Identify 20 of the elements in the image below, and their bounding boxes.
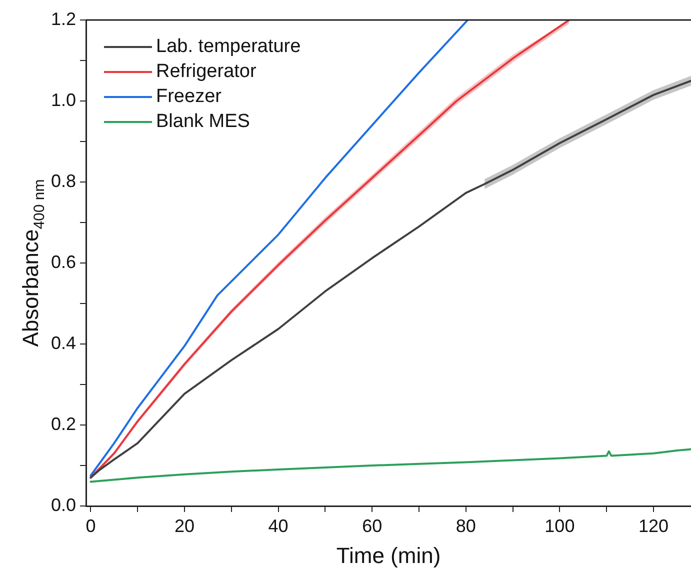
x-tick-label: 60: [362, 516, 382, 536]
y-tick-label: 0.4: [50, 332, 76, 353]
y-tick-label: 0.8: [50, 170, 76, 191]
x-tick-label: 20: [174, 516, 195, 536]
y-tick-label: 1.2: [50, 8, 76, 29]
legend-label: Lab. temperature: [156, 36, 301, 58]
x-tick-label: 80: [456, 516, 476, 536]
y-tick-label: 0.2: [50, 414, 76, 434]
y-tick-label: 1.0: [50, 90, 76, 110]
legend-label: Refrigerator: [156, 61, 257, 82]
text: 0.0: [50, 494, 76, 515]
legend-label: Blank MES: [156, 111, 250, 132]
x-axis-title: Time (min): [336, 542, 441, 568]
x-tick-label: 120: [638, 516, 669, 536]
x-tick-label: 0: [86, 516, 96, 536]
legend-label: Freezer: [156, 86, 222, 108]
y-axis-title: Absorbance400 nm: [18, 179, 48, 347]
x-tick-label: 40: [268, 516, 288, 536]
y-tick-label: 0.6: [50, 252, 76, 272]
x-tick-label: 100: [544, 516, 575, 536]
